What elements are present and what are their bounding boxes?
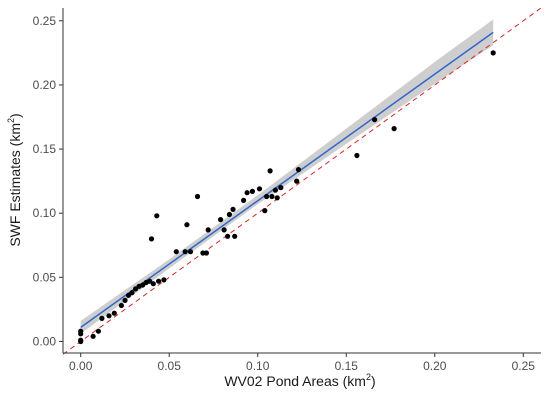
fit-line — [80, 31, 494, 328]
data-point — [221, 227, 227, 233]
x-tick-label: 0.10 — [246, 359, 270, 373]
data-point — [230, 206, 236, 212]
data-point — [256, 186, 263, 192]
x-tick-label: 0.05 — [158, 359, 182, 373]
data-point — [150, 281, 156, 287]
y-tick-label: 0.25 — [33, 14, 57, 28]
data-point — [264, 193, 270, 200]
data-point — [269, 193, 275, 200]
data-point — [90, 333, 96, 339]
x-tick-label: 0.20 — [423, 359, 447, 373]
data-point — [295, 167, 302, 173]
data-point — [262, 208, 268, 214]
data-point — [106, 313, 112, 319]
y-tick-label: 0.20 — [33, 78, 57, 92]
data-point — [205, 227, 211, 233]
fit-line-layer — [80, 31, 494, 328]
data-point — [122, 297, 128, 303]
data-point — [203, 250, 209, 256]
data-point — [173, 249, 179, 255]
y-tick-label: 0.15 — [33, 142, 57, 156]
confidence-band — [80, 19, 494, 334]
data-point — [184, 222, 190, 228]
confidence-band-layer — [80, 19, 494, 334]
data-point — [267, 168, 273, 174]
y-tick-label: 0.10 — [33, 206, 57, 220]
data-point — [187, 249, 194, 255]
points-layer — [78, 50, 496, 345]
data-point — [95, 328, 101, 334]
data-point — [225, 233, 231, 239]
data-point — [111, 310, 117, 316]
data-point — [249, 188, 255, 194]
data-point — [241, 197, 247, 203]
data-point — [294, 178, 300, 184]
data-point — [372, 117, 378, 123]
data-point — [278, 185, 284, 191]
x-tick-label: 0.00 — [69, 359, 93, 373]
x-axis-title: WV02 Pond Areas (km2) — [224, 372, 375, 389]
data-point — [354, 152, 360, 159]
y-axis-title: SWF Estimates (km2) — [6, 113, 23, 246]
data-point — [274, 195, 280, 201]
data-point — [154, 213, 160, 219]
data-point — [194, 193, 201, 200]
data-point — [129, 290, 135, 296]
data-point — [118, 302, 124, 309]
data-point — [99, 315, 105, 321]
data-point — [272, 187, 278, 193]
data-point — [161, 277, 167, 283]
x-tick-label: 0.15 — [335, 359, 359, 373]
data-point — [156, 278, 162, 284]
data-point — [391, 126, 397, 132]
data-point — [490, 50, 496, 56]
data-point — [232, 233, 238, 239]
data-point — [226, 211, 232, 218]
data-point — [148, 236, 155, 242]
data-point — [182, 249, 188, 255]
y-tick-label: 0.00 — [33, 334, 57, 348]
reference-line-layer — [62, 7, 542, 355]
y-tick-label: 0.05 — [33, 270, 57, 284]
data-point — [78, 337, 84, 343]
reference-line — [62, 7, 542, 355]
x-tick-label: 0.25 — [512, 359, 536, 373]
data-point — [78, 328, 84, 334]
data-point — [218, 217, 224, 223]
data-point — [244, 190, 250, 196]
axes-layer: 0.00 0.05 0.10 0.15 0.20 0.25 0.00 0.05 0.10 0.15… — [33, 8, 541, 373]
